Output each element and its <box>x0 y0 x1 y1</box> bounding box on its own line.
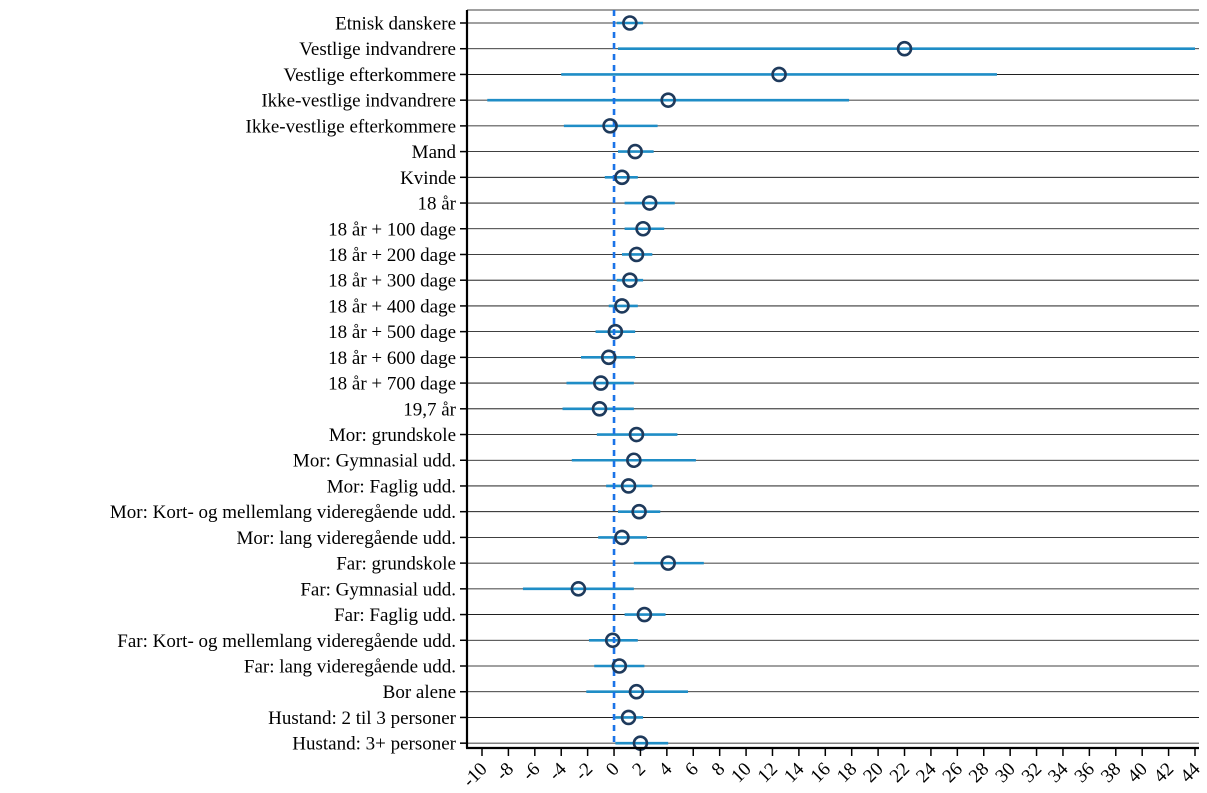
x-tick-label: 12 <box>754 759 782 787</box>
x-tick-label: -2 <box>571 759 597 785</box>
category-label: 18 år <box>417 194 456 215</box>
point-estimate <box>570 581 587 597</box>
confidence-intervals <box>487 21 1195 745</box>
point-estimate <box>620 478 637 494</box>
point-estimate <box>628 683 645 700</box>
x-tick-label: -6 <box>518 759 544 785</box>
category-label: 18 år + 500 dage <box>328 322 456 343</box>
x-tick-label: 28 <box>965 759 993 787</box>
point-estimate <box>593 375 609 391</box>
category-label: Far: lang videregående udd. <box>244 657 456 678</box>
x-tick-label: 26 <box>939 759 967 787</box>
point-estimate <box>600 349 617 366</box>
category-label: Far: Gymnasial udd. <box>300 579 456 600</box>
category-label: Vestlige indvandrere <box>299 39 456 60</box>
point-estimates <box>570 15 913 751</box>
category-label: Bor alene <box>383 682 456 703</box>
x-tick-label: 8 <box>708 759 730 781</box>
x-tick-label: 6 <box>681 759 703 781</box>
point-estimate <box>622 272 638 289</box>
point-estimate <box>641 195 658 211</box>
category-label: Hustand: 2 til 3 personer <box>268 708 457 729</box>
x-tick-label: 10 <box>727 759 755 787</box>
category-label: 18 år + 700 dage <box>328 374 456 395</box>
category-label: 18 år + 400 dage <box>328 296 456 317</box>
point-estimate <box>591 400 608 417</box>
point-estimate <box>660 92 676 108</box>
category-label: Kvinde <box>400 168 456 189</box>
x-tick-label: 14 <box>780 758 809 787</box>
rows-layer <box>467 9 1199 744</box>
point-estimate <box>660 555 676 571</box>
category-label: 18 år + 100 dage <box>328 219 456 240</box>
x-tick-label: 0 <box>602 759 624 781</box>
x-tick-label: -4 <box>545 758 571 784</box>
point-estimate <box>771 66 787 83</box>
category-label: Mor: Faglig udd. <box>327 476 456 497</box>
x-tick-label: 20 <box>859 759 887 787</box>
x-tick-label: 30 <box>991 759 1019 787</box>
x-tick-label: 44 <box>1176 758 1205 787</box>
category-label: Vestlige efterkommere <box>283 65 456 86</box>
point-estimate <box>636 606 653 623</box>
point-estimate <box>614 529 630 546</box>
point-estimate <box>627 143 643 160</box>
x-tick-label: 40 <box>1123 759 1151 787</box>
x-tick-label: 4 <box>655 758 677 780</box>
x-tick-label: 38 <box>1097 759 1125 787</box>
x-tick-label: -10 <box>459 759 492 792</box>
point-estimate <box>628 246 645 263</box>
x-tick-label: 36 <box>1071 759 1099 787</box>
category-label: Etnisk danskere <box>335 14 456 35</box>
point-estimate <box>631 503 647 520</box>
x-tick-label: 22 <box>886 759 914 787</box>
point-estimate <box>602 118 618 134</box>
point-estimate <box>896 40 913 57</box>
category-label: Hustand: 3+ personer <box>292 734 456 755</box>
point-estimate <box>607 323 624 340</box>
x-tick-label: 24 <box>912 758 941 787</box>
category-label: Mor: grundskole <box>329 425 456 446</box>
x-tick-label: -8 <box>492 759 518 785</box>
category-label: Far: grundskole <box>336 554 456 575</box>
category-labels: Etnisk danskere Vestlige indvandrere Vestl… <box>110 14 467 755</box>
category-label: 18 år + 300 dage <box>328 271 456 292</box>
point-estimate <box>622 15 638 31</box>
category-label: Far: Faglig udd. <box>334 605 456 626</box>
category-label: Mor: lang videregående udd. <box>237 528 456 549</box>
category-label: Mand <box>412 142 457 163</box>
category-label: Mor: Kort- og mellemlang videregående ud… <box>110 502 456 523</box>
category-label: Ikke-vestlige indvandrere <box>261 91 456 112</box>
x-tick-label: 32 <box>1018 759 1046 787</box>
x-tick-label: 18 <box>833 759 861 787</box>
point-estimate <box>614 169 630 186</box>
x-tick-label: 34 <box>1044 758 1073 787</box>
point-estimate <box>620 709 637 726</box>
point-estimate <box>614 298 630 314</box>
category-label: Far: Kort- og mellemlang videregående ud… <box>117 631 456 652</box>
x-tick-label: 16 <box>807 759 835 787</box>
category-label: Ikke-vestlige efterkommere <box>246 116 456 137</box>
category-label: 19,7 år <box>403 399 456 420</box>
point-estimate <box>626 452 642 469</box>
category-label: Mor: Gymnasial udd. <box>293 451 456 472</box>
point-estimate <box>635 220 651 237</box>
point-estimate <box>611 658 628 674</box>
point-estimate <box>604 632 621 649</box>
category-label: 18 år + 600 dage <box>328 348 456 369</box>
x-tick-label: 42 <box>1150 759 1178 787</box>
point-estimate <box>628 426 645 443</box>
x-axis-ticks: -10 -8 -6 -4 -2 0 2 4 6 8101214161820222426283032… <box>459 748 1205 791</box>
category-label: 18 år + 200 dage <box>328 245 456 266</box>
x-tick-label: 2 <box>628 759 650 781</box>
